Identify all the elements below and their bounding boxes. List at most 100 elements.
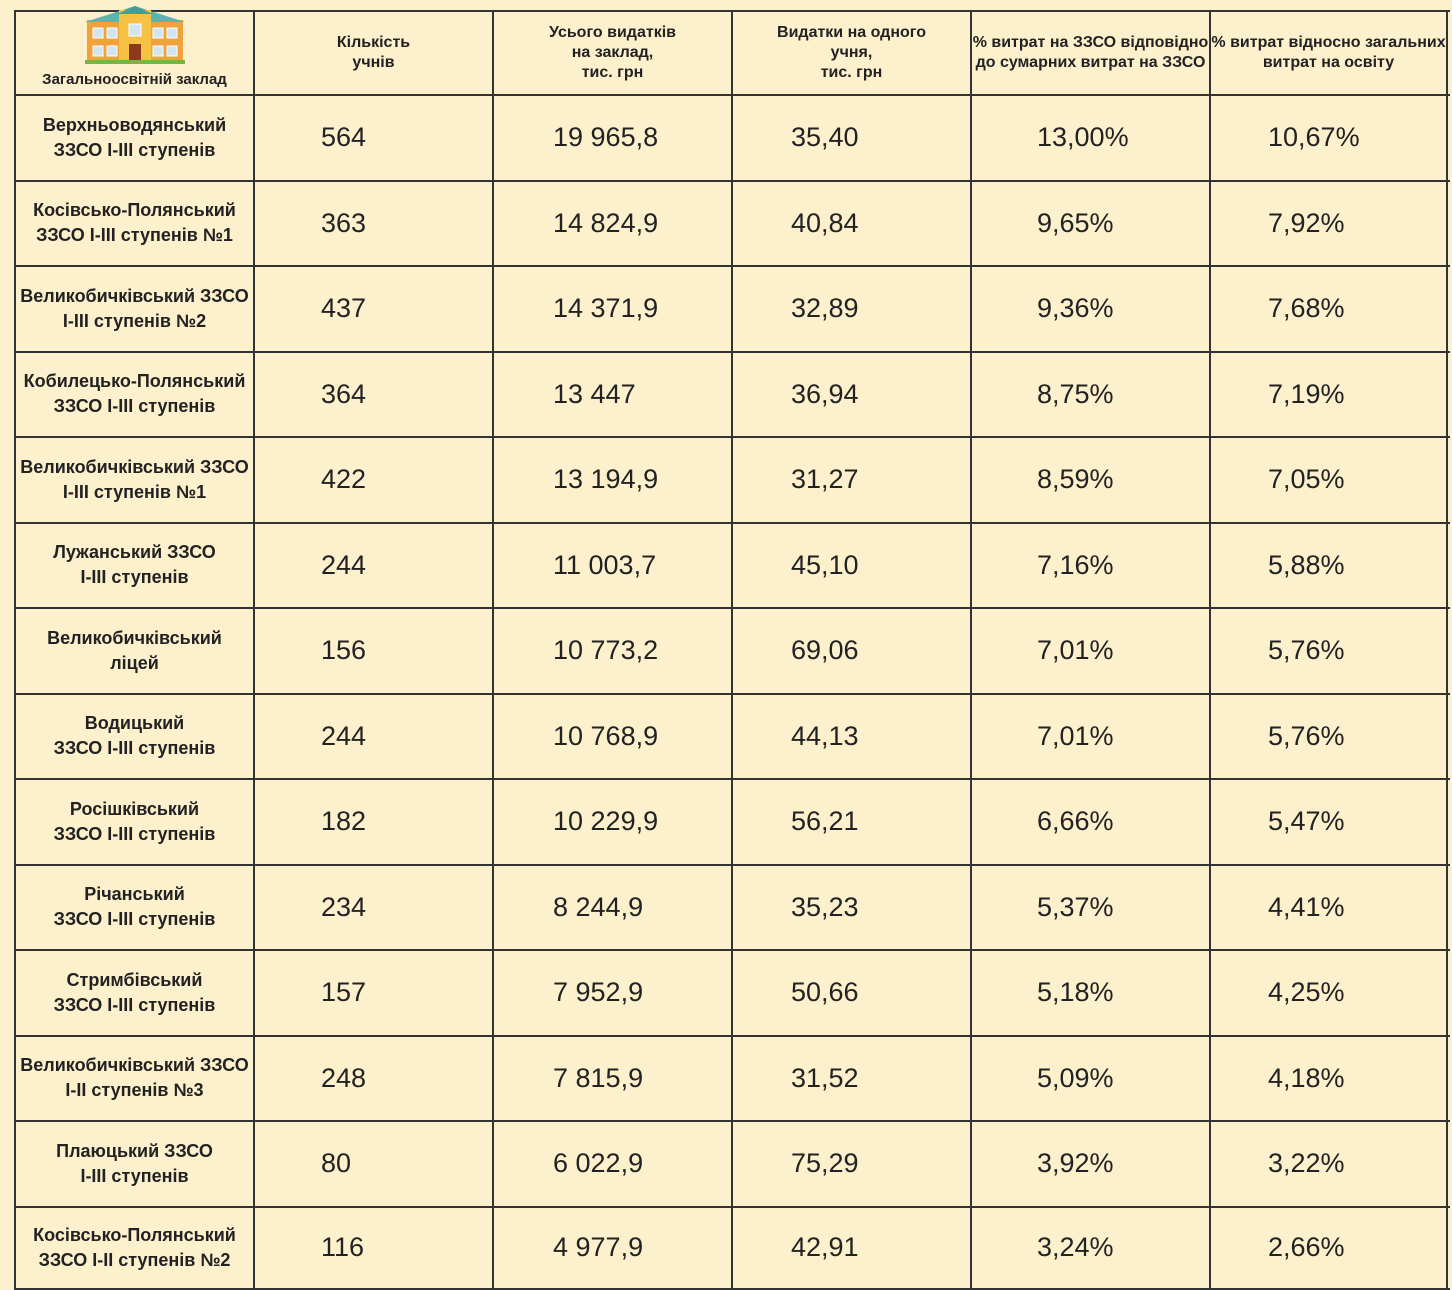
table-row: Косівсько-Полянський ЗЗСО І-ІІІ ступенів…: [14, 181, 1450, 267]
table-cell: 14 371,9: [492, 267, 731, 351]
table-row: Плаюцький ЗЗСО І-ІІІ ступенів 80 6 022,9 75…: [14, 1122, 1450, 1208]
table-row: Кобилецько-Полянський ЗЗСО І-ІІІ ступені…: [14, 352, 1450, 438]
table-cell: 8,75%: [970, 352, 1209, 436]
table: Загальноосвітній заклад Кількість учнів Ус…: [14, 6, 1450, 1290]
table-row: Великобичківський ЗЗСО І-ІІІ ступенів №1…: [14, 438, 1450, 524]
table-cell: 32,89: [731, 267, 970, 351]
table-row: Косівсько-Полянський ЗЗСО І-ІІ ступенів …: [14, 1207, 1450, 1290]
school-icon: [84, 6, 185, 70]
table-cell: 5,47%: [1209, 780, 1448, 864]
table-cell: Лужанський ЗЗСО І-ІІІ ступенів: [14, 523, 253, 607]
table-cell: Плаюцький ЗЗСО І-ІІІ ступенів: [14, 1122, 253, 1206]
table-cell: 9,65%: [970, 181, 1209, 265]
header-cell: % витрат відносно загальних витрат на ос…: [1209, 12, 1448, 94]
table-cell: 4,18%: [1209, 1036, 1448, 1120]
table-cell: 6 022,9: [492, 1122, 731, 1206]
table-cell: Водицький ЗЗСО І-ІІІ ступенів: [14, 694, 253, 778]
building: [84, 6, 185, 64]
table-cell: 4,25%: [1209, 951, 1448, 1035]
table-cell: 7 952,9: [492, 951, 731, 1035]
table-cell: 3,92%: [970, 1122, 1209, 1206]
table-cell: 363: [253, 181, 492, 265]
table-cell: 10 229,9: [492, 780, 731, 864]
table-cell: 116: [253, 1207, 492, 1288]
header-cell: Загальноосвітній заклад: [14, 6, 253, 94]
table-cell: 44,13: [731, 694, 970, 778]
table-cell: 5,18%: [970, 951, 1209, 1035]
table-cell: 5,37%: [970, 865, 1209, 949]
table-row: Водицький ЗЗСО І-ІІІ ступенів 244 10 768,9…: [14, 694, 1450, 780]
table-cell: 11 003,7: [492, 523, 731, 607]
table-cell: 19 965,8: [492, 96, 731, 180]
table-cell: 157: [253, 951, 492, 1035]
table-cell: 244: [253, 523, 492, 607]
table-cell: 248: [253, 1036, 492, 1120]
header-text: Кількість учнів: [336, 34, 411, 71]
table-cell: 6,66%: [970, 780, 1209, 864]
table-cell: 13 447: [492, 352, 731, 436]
table-cell: 36,94: [731, 352, 970, 436]
table-cell: Великобичківський ЗЗСО І-ІІІ ступенів №2: [14, 267, 253, 351]
header-text: Загальноосвітній заклад: [42, 71, 227, 88]
table-cell: 14 824,9: [492, 181, 731, 265]
table-row: Великобичківський ліцей 156 10 773,2 69,06 7…: [14, 609, 1450, 695]
table-cell: 437: [253, 267, 492, 351]
table-cell: 244: [253, 694, 492, 778]
table-cell: 234: [253, 865, 492, 949]
header-cell: Видатки на одного учня, тис. грн: [731, 12, 970, 94]
table-cell: 80: [253, 1122, 492, 1206]
table-cell: 7 815,9: [492, 1036, 731, 1120]
table-cell: 69,06: [731, 609, 970, 693]
table-cell: 7,16%: [970, 523, 1209, 607]
header-row: Загальноосвітній заклад Кількість учнів Ус…: [14, 6, 1450, 96]
table-cell: 7,01%: [970, 694, 1209, 778]
table-cell: 182: [253, 780, 492, 864]
table-cell: 8,59%: [970, 438, 1209, 522]
table-cell: 45,10: [731, 523, 970, 607]
table-cell: Великобичківський ЗЗСО І-ІІ ступенів №3: [14, 1036, 253, 1120]
header-cell: Усього видатків на заклад, тис. грн: [492, 12, 731, 94]
table-cell: 10 768,9: [492, 694, 731, 778]
table-cell: 13 194,9: [492, 438, 731, 522]
table-cell: 9,36%: [970, 267, 1209, 351]
header-text: % витрат на ЗЗСО відповідно до сумарних …: [972, 34, 1209, 71]
table-row: Росішківський ЗЗСО І-ІІІ ступенів 182 10 2…: [14, 780, 1450, 866]
table-cell: 2,66%: [1209, 1207, 1448, 1288]
header-text: Видатки на одного учня, тис. грн: [777, 24, 926, 81]
table-cell: 422: [253, 438, 492, 522]
table-cell: 56,21: [731, 780, 970, 864]
header-text: Усього видатків на заклад, тис. грн: [549, 24, 676, 81]
table-cell: Великобичківський ліцей: [14, 609, 253, 693]
table-cell: 364: [253, 352, 492, 436]
table-cell: 7,92%: [1209, 181, 1448, 265]
table-row: Великобичківський ЗЗСО І-ІІІ ступенів №2…: [14, 267, 1450, 353]
table-row: Річанський ЗЗСО І-ІІІ ступенів 234 8 244,9…: [14, 865, 1450, 951]
table-cell: 5,09%: [970, 1036, 1209, 1120]
table-cell: 8 244,9: [492, 865, 731, 949]
table-cell: Росішківський ЗЗСО І-ІІІ ступенів: [14, 780, 253, 864]
table-cell: 10 773,2: [492, 609, 731, 693]
table-cell: 31,52: [731, 1036, 970, 1120]
table-row: Великобичківський ЗЗСО І-ІІ ступенів №3 2…: [14, 1036, 1450, 1122]
table-cell: Великобичківський ЗЗСО І-ІІІ ступенів №1: [14, 438, 253, 522]
table-cell: 5,76%: [1209, 609, 1448, 693]
table-row: Стримбівський ЗЗСО І-ІІІ ступенів 157 7 95…: [14, 951, 1450, 1037]
table-cell: 3,22%: [1209, 1122, 1448, 1206]
table-row: Верхньоводянський ЗЗСО І-ІІІ ступенів 564…: [14, 96, 1450, 182]
table-cell: 13,00%: [970, 96, 1209, 180]
table-cell: 50,66: [731, 951, 970, 1035]
table-cell: Стримбівський ЗЗСО І-ІІІ ступенів: [14, 951, 253, 1035]
header-cell: Кількість учнів: [253, 12, 492, 94]
table-cell: 31,27: [731, 438, 970, 522]
table-cell: 10,67%: [1209, 96, 1448, 180]
table-cell: Річанський ЗЗСО І-ІІІ ступенів: [14, 865, 253, 949]
table-cell: 5,76%: [1209, 694, 1448, 778]
table-cell: 564: [253, 96, 492, 180]
table-cell: Косівсько-Полянський ЗЗСО І-ІІІ ступенів…: [14, 181, 253, 265]
table-cell: Верхньоводянський ЗЗСО І-ІІІ ступенів: [14, 96, 253, 180]
header-text: % витрат відносно загальних витрат на ос…: [1211, 34, 1446, 71]
table-cell: 156: [253, 609, 492, 693]
table-cell: 5,88%: [1209, 523, 1448, 607]
table-cell: 35,40: [731, 96, 970, 180]
